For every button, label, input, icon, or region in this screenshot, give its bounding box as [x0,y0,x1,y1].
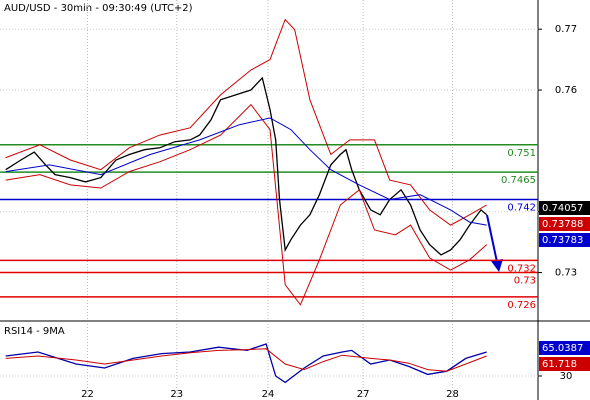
series-line [5,18,487,226]
level-label: 0.751 [507,148,536,159]
x-tick-label: 24 [262,389,275,400]
level-label: 0.742 [507,203,536,214]
x-tick-label: 23 [170,389,183,400]
price-marker [539,217,590,231]
series-line [5,348,487,372]
level-label: 0.73 [514,276,536,287]
series-line [5,117,487,226]
forecast-arrow [486,214,498,263]
price-marker-label: 0.74057 [542,203,583,214]
level-label: 0.7465 [501,175,536,186]
arrow-head [491,259,503,272]
x-tick-label: 28 [446,389,459,400]
x-tick-label: 27 [357,389,370,400]
series-line [5,103,488,306]
price-marker [539,201,590,215]
price-marker-label: 0.73788 [542,219,583,230]
price-marker [539,341,590,355]
price-marker-label: 61.718 [542,359,577,370]
level-label: 0.726 [507,300,536,311]
series-line [5,76,488,256]
y-tick-label: 0.76 [555,85,577,96]
chart-title: AUD/USD - 30min - 09:30:49 (UTC+2) [4,3,193,14]
y-tick-label: 0.77 [555,24,577,35]
price-marker [539,357,590,371]
rsi-title: RSI14 - 9MA [4,326,65,337]
y-tick-label: 0.73 [555,268,577,279]
y-tick-label: 30 [560,371,573,382]
level-label: 0.732 [507,263,536,274]
price-marker-label: 0.73783 [542,235,583,246]
price-marker-label: 65.0387 [542,343,583,354]
x-tick-label: 22 [81,389,94,400]
price-marker [539,233,590,247]
